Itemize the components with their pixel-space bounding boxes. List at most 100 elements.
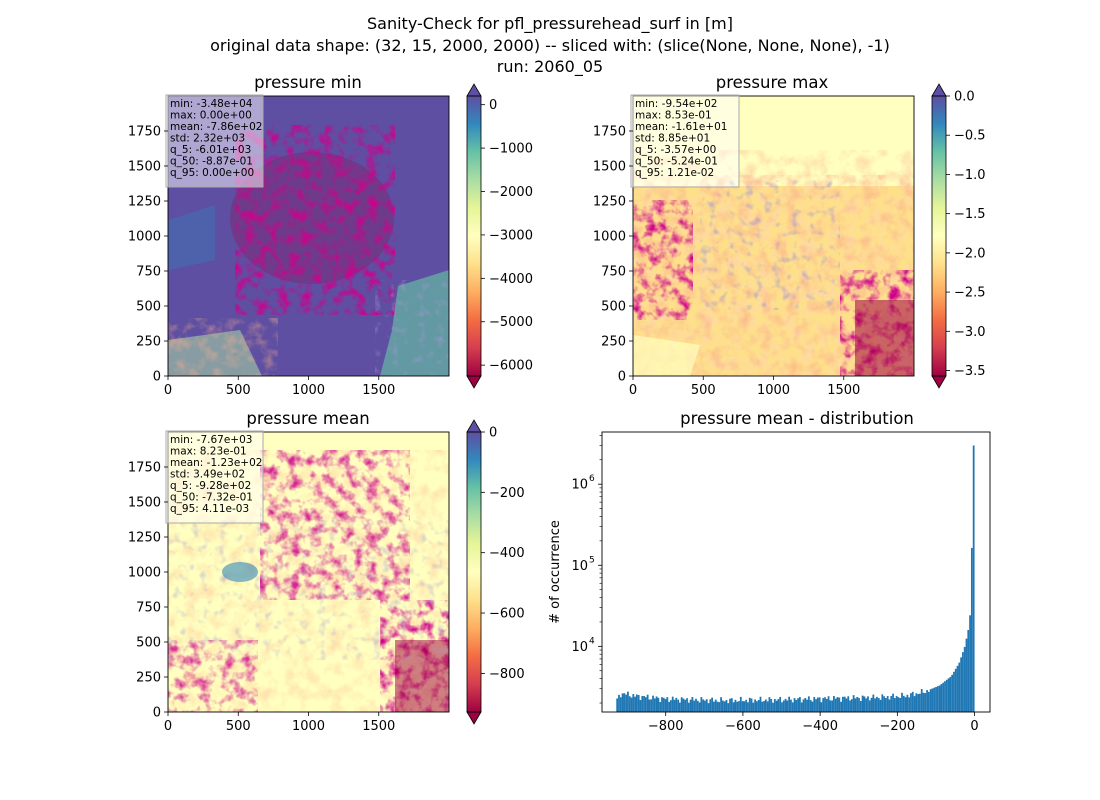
figure-title-line-1: Sanity-Check for pfl_pressurehead_surf i…: [367, 14, 733, 34]
stat-line: std: 8.85e+01: [635, 133, 710, 145]
stat-line: q_5: -9.28e+02: [170, 480, 251, 492]
histogram-bar: [718, 702, 721, 712]
histogram-bar: [890, 696, 893, 712]
stat-line: max: 0.00e+00: [170, 110, 252, 122]
histogram-bar: [689, 699, 692, 712]
y-tick-label: 0: [153, 706, 161, 721]
y-tick-label: 500: [136, 300, 161, 315]
x-tick-label: 500: [226, 719, 251, 734]
x-tick-label: −800: [648, 719, 684, 734]
histogram-bar: [784, 698, 787, 712]
histogram-bar: [822, 698, 825, 712]
x-tick-label: 1500: [827, 383, 860, 398]
axis-ticks: 0 500 1000 1500 0 250 500 750 1000 1250 1500 1750: [128, 125, 395, 399]
histogram-bar: [628, 696, 631, 712]
y-tick-label: 1750: [593, 125, 626, 140]
histogram-bar: [840, 701, 842, 712]
colorbar-tick-label: −0.5: [954, 129, 986, 144]
colorbar-tick-label: −6000: [489, 359, 533, 374]
histogram-bar: [781, 702, 783, 712]
colorbar-extend-min: [466, 711, 482, 725]
colorbar-tick-label: −3000: [489, 228, 533, 243]
y-tick-label: 500: [136, 636, 161, 651]
histogram-bar: [652, 695, 654, 712]
y-tick-label: 1250: [128, 531, 161, 546]
histogram-bar: [705, 699, 708, 712]
histogram-bar: [951, 674, 954, 712]
x-tick-label: 1000: [757, 383, 790, 398]
histogram-bar: [768, 697, 771, 712]
x-tick-label: 0: [629, 383, 637, 398]
histogram-bar: [958, 662, 961, 712]
histogram-bar: [793, 698, 796, 712]
histogram-bar: [716, 701, 719, 712]
histogram-bar: [693, 700, 696, 712]
histogram-bar: [682, 698, 685, 712]
histogram-bar: [906, 694, 909, 712]
histogram-bar: [944, 681, 946, 712]
colorbar-extend-min: [466, 375, 482, 389]
histogram-bar: [648, 699, 651, 712]
histogram-bar: [843, 696, 846, 712]
histogram-bar: [899, 697, 902, 712]
stat-line: q_5: -3.57e+00: [635, 144, 716, 156]
histogram-bar: [709, 699, 712, 712]
x-tick-label: 1500: [362, 383, 395, 398]
y-tick-label: 10: [571, 559, 588, 574]
histogram-bar: [677, 699, 679, 712]
histogram-bar: [962, 652, 964, 712]
histogram-bar: [621, 693, 624, 712]
y-tick-label: 750: [136, 601, 161, 616]
axis-ticks: 0 500 1000 1500 0 250 500 750 1000 1250 1500 1750: [128, 461, 395, 735]
histogram-bar: [884, 698, 887, 712]
histogram-bar: [790, 699, 792, 712]
histogram-bar: [936, 686, 939, 712]
x-tick-label: 500: [691, 383, 716, 398]
panel-title: pressure mean - distribution: [680, 409, 914, 428]
histogram-bar: [732, 702, 735, 712]
heatmap-image: [633, 96, 914, 376]
histogram-bar: [877, 697, 880, 712]
histogram-bar: [720, 697, 722, 712]
histogram-bar: [919, 693, 921, 712]
colorbar-tick-label: 0: [489, 98, 497, 113]
histogram-bar: [945, 679, 948, 712]
colorbar: 0 −200 −400 −600 −800: [466, 419, 525, 725]
histogram-bar: [750, 698, 753, 712]
colorbar-frame: [931, 95, 947, 377]
histogram-bar: [713, 701, 715, 712]
stats-box: min: -3.48e+04 max: 0.00e+00 mean: -7.86…: [165, 94, 264, 188]
histogram-bar: [940, 684, 943, 712]
histogram-bar: [859, 700, 862, 712]
histogram-bar: [956, 665, 959, 712]
histogram-bar: [671, 696, 674, 712]
histogram-bar: [625, 694, 628, 712]
histogram-bar: [684, 699, 687, 712]
histogram-bar: [734, 699, 737, 712]
histogram-bar: [643, 696, 645, 712]
histogram-bar: [646, 694, 649, 712]
histogram-bar: [619, 697, 622, 712]
colorbar-tick-label: 0: [489, 426, 497, 441]
colorbar-tick-label: −2.5: [954, 286, 986, 301]
histogram-bar: [714, 699, 717, 712]
colorbar-tick-label: −2.0: [954, 246, 986, 261]
histogram-bar: [836, 697, 839, 712]
histogram-bar: [953, 671, 955, 712]
histogram-bar: [644, 697, 647, 712]
histogram-bar: [668, 701, 671, 712]
histogram-bar: [770, 699, 773, 712]
histogram-bar: [736, 701, 739, 712]
histogram-bar: [639, 700, 642, 712]
y-tick-label: 1000: [128, 230, 161, 245]
histogram-bar: [634, 696, 636, 712]
histogram-bar: [908, 697, 911, 712]
panel-pressure-min: pressure min min: -3.48e+04 max: 0.00e+0…: [128, 73, 533, 398]
histogram-bar: [675, 697, 678, 712]
panel-title: pressure max: [716, 73, 829, 92]
histogram-bar: [865, 698, 868, 712]
colorbar-tick-label: −2000: [489, 185, 533, 200]
histogram-bar: [741, 701, 744, 712]
histogram-bar: [969, 615, 971, 712]
